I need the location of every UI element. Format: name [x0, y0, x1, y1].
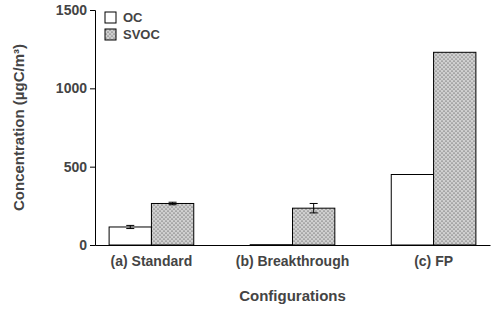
y-tick-label: 500 [64, 159, 88, 175]
legend-label: SVOC [123, 27, 160, 42]
error-bar [169, 202, 177, 205]
legend-swatch [105, 12, 116, 23]
y-tick-mark [90, 245, 95, 246]
plot: 0 500 1000 1500 (a) Standard (b) Breakthrough… [56, 2, 491, 269]
x-tick-label: (a) Standard [111, 253, 193, 269]
legend-item: SVOC [105, 27, 160, 42]
y-axis-title: Concentration (µgC/m³) [10, 44, 27, 211]
y-tick: 500 [64, 159, 95, 175]
error-cap [310, 212, 318, 213]
y-axis-line [90, 11, 96, 246]
y-tick: 1000 [56, 80, 95, 96]
y-tick-mark [90, 10, 95, 11]
y-tick: 1500 [56, 2, 95, 18]
y-tick-mark [90, 88, 95, 89]
error-cap [169, 204, 177, 205]
x-axis-line [96, 245, 491, 246]
error-stem [313, 203, 314, 212]
x-tick: (b) Breakthrough [236, 253, 350, 269]
bar [151, 203, 193, 245]
legend-item: OC [105, 10, 143, 25]
bar [109, 227, 151, 245]
error-cap [169, 202, 177, 203]
x-tick-label: (c) FP [414, 253, 453, 269]
legend-label: OC [123, 10, 143, 25]
y-tick: 0 [79, 237, 95, 253]
error-bar [310, 203, 318, 212]
bar [391, 175, 433, 246]
error-cap [310, 203, 318, 204]
y-tick-label: 1000 [56, 80, 87, 96]
chart: 0 500 1000 1500 (a) Standard (b) Breakthrough… [0, 0, 500, 311]
x-tick: (c) FP [414, 253, 453, 269]
y-tick-label: 1500 [56, 2, 87, 18]
x-tick-label: (b) Breakthrough [236, 253, 350, 269]
bar [250, 244, 292, 245]
bar [434, 52, 476, 245]
x-axis-title: Configurations [239, 287, 346, 304]
bar [293, 208, 335, 245]
y-tick-mark [90, 167, 95, 168]
bars [109, 52, 476, 245]
x-axis: (a) Standard (b) Breakthrough (c) FP [96, 246, 491, 270]
legend-swatch [105, 29, 116, 40]
error-bar [126, 225, 134, 228]
legend: OC SVOC [105, 10, 160, 42]
x-tick: (a) Standard [111, 253, 193, 269]
error-cap [126, 225, 134, 226]
error-cap [126, 228, 134, 229]
y-axis: 0 500 1000 1500 [56, 2, 96, 253]
y-tick-label: 0 [79, 237, 87, 253]
